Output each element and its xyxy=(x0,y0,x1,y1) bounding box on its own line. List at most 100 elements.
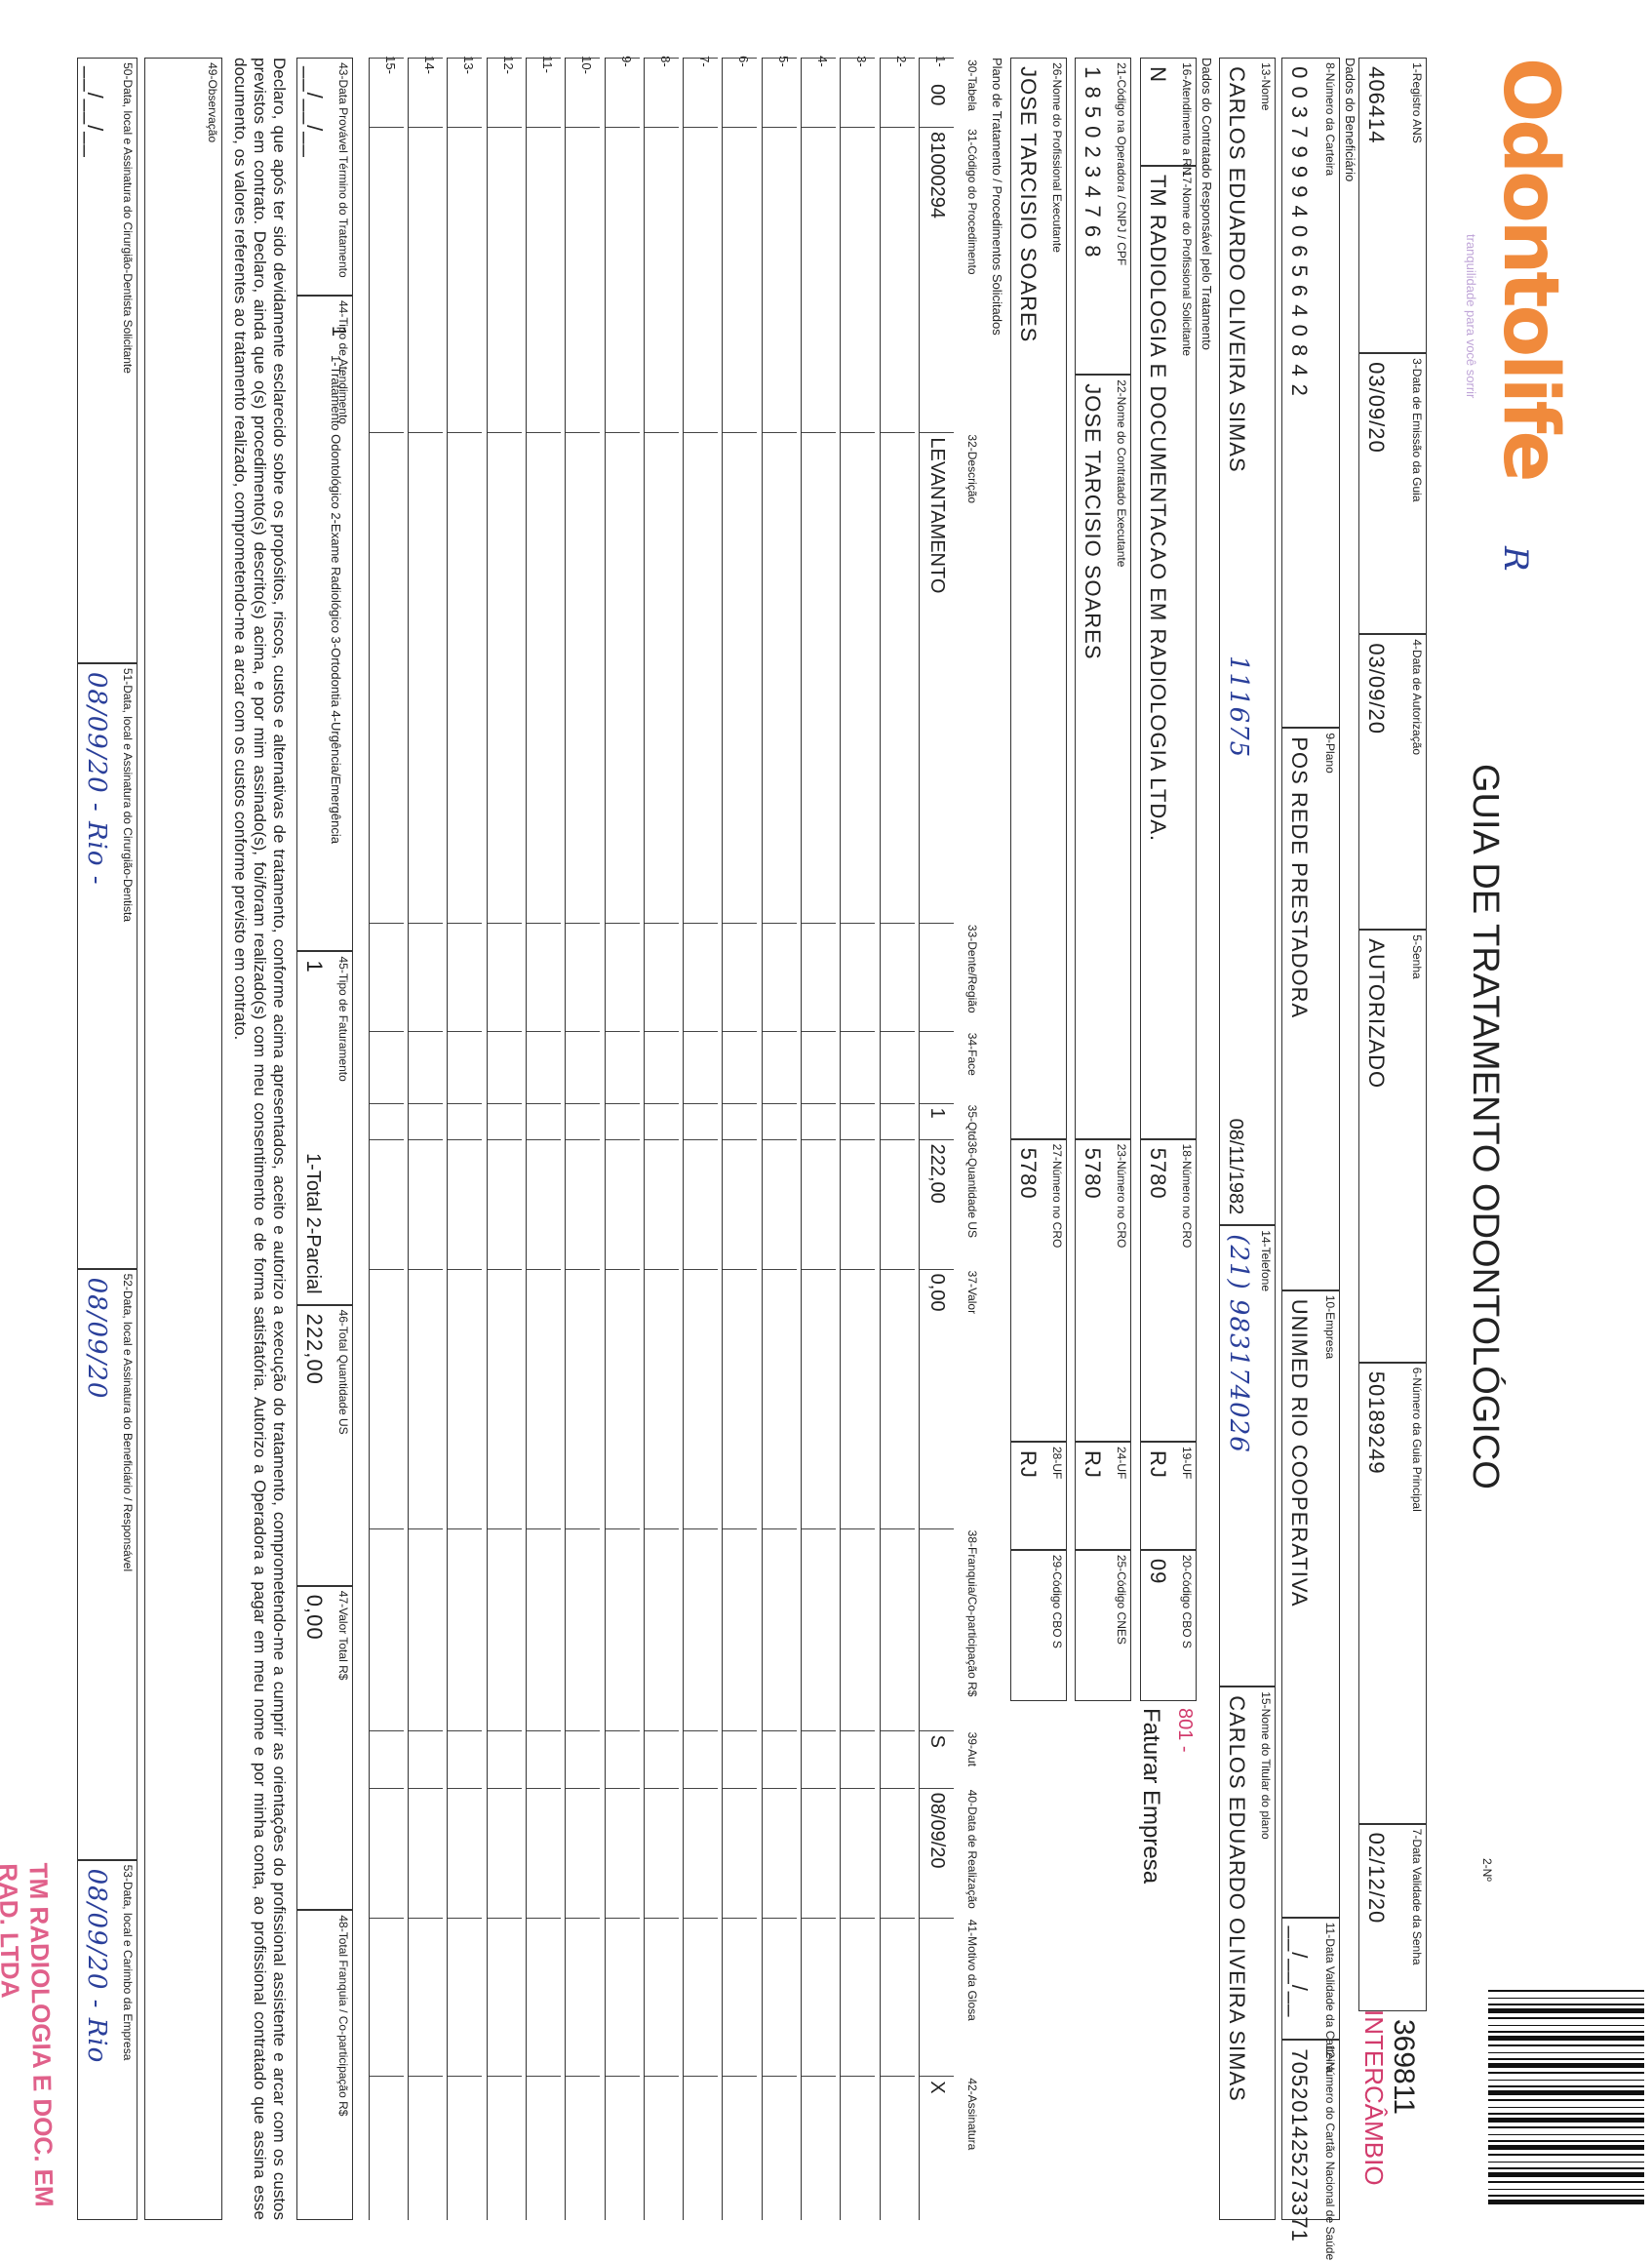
table-cell xyxy=(880,1528,915,1730)
table-cell xyxy=(369,2076,404,2221)
table-cell xyxy=(448,2076,483,2221)
field: 22-Nome do Contratado Executante JOSE TAR… xyxy=(1075,375,1131,1139)
field-value: 03/09/20 xyxy=(1364,643,1389,734)
table-cell xyxy=(880,922,915,1031)
column-header: 34-Face xyxy=(965,1032,979,1076)
field: 45-Tipo de Faturamento 1 1-Total 2-Parcial xyxy=(296,951,353,1305)
table-cell xyxy=(605,2076,640,2221)
column-header: 41-Motivo da Glosa xyxy=(965,1919,979,2021)
field-value: 0,00 xyxy=(302,1594,327,1641)
barcode-bar xyxy=(1488,2025,1644,2026)
table-cell xyxy=(605,1030,640,1103)
table-cell xyxy=(605,58,640,128)
table-cell xyxy=(762,2076,797,2221)
column-header: 36-Quantidade US xyxy=(965,1140,979,1239)
field-label: 53-Data, local e Carimbo da Empresa xyxy=(121,1864,135,2061)
table-cell xyxy=(369,1102,404,1139)
table-cell xyxy=(605,1917,640,2077)
table-cell xyxy=(644,58,679,128)
table-cell xyxy=(487,1729,522,1788)
table-cell xyxy=(409,2076,444,2221)
table-row: 2- xyxy=(879,56,915,2221)
field-value: __/__/__ xyxy=(83,66,107,158)
field-value: 5780 xyxy=(1146,1147,1170,1200)
table-cell xyxy=(566,1787,601,1918)
field: 51-Data, local e Assinatura do Cirurgião… xyxy=(77,662,138,1269)
table-cell xyxy=(684,1787,719,1918)
field: 15-Nome do Titular do plano CARLOS EDUARD… xyxy=(1219,1687,1276,2221)
table-cell: X xyxy=(920,2076,954,2221)
handwriting: 08/09/20 - Rio - xyxy=(82,671,111,886)
field-value: RJ xyxy=(1146,1450,1170,1479)
table-cell xyxy=(841,2076,876,2221)
field-label: 29-Código CBO S xyxy=(1050,1554,1064,1648)
field-value: N xyxy=(1146,66,1170,83)
field-label: 6-Número da Guia Principal xyxy=(1410,1367,1424,1512)
barcode-bar xyxy=(1488,2090,1644,2095)
table-cell xyxy=(409,922,444,1031)
field-label: 17-Nome do Profissional Solicitante xyxy=(1180,170,1194,357)
table-row: 15- xyxy=(368,56,404,2221)
table-cell xyxy=(723,1102,758,1139)
field-note: 1-Tratamento Odontológico 2-Exame Radiol… xyxy=(329,354,343,844)
table-cell xyxy=(448,1528,483,1730)
table-cell xyxy=(566,1729,601,1788)
table-cell xyxy=(487,1030,522,1103)
number-tag: INTERCÂMBIO xyxy=(1359,2009,1389,2186)
table-cell xyxy=(762,432,797,923)
field-label: 16-Atendimento a RN xyxy=(1180,62,1194,176)
section-label: Dados do Beneficiário xyxy=(1343,58,1357,182)
table-cell xyxy=(802,922,837,1031)
field: 48-Total Franquia / Co-participação R$ xyxy=(296,1910,353,2221)
table-cell xyxy=(566,1268,601,1528)
field: 24-UF RJ xyxy=(1075,1442,1131,1550)
table-cell xyxy=(841,1729,876,1788)
table-cell xyxy=(527,1917,561,2077)
field-value: CARLOS EDUARDO OLIVEIRA SIMAS xyxy=(1225,1695,1249,2102)
field-note: 08/11/1982 xyxy=(1225,1118,1246,1215)
barcode-bar xyxy=(1488,2200,1644,2204)
field-label: 23-Número no CRO xyxy=(1115,1143,1128,1249)
table-cell xyxy=(841,1787,876,1918)
table-cell xyxy=(880,1787,915,1918)
field-label: 1-Registro ANS xyxy=(1410,62,1424,143)
table-cell xyxy=(369,1787,404,1918)
table-cell: 222,00 xyxy=(920,1138,954,1269)
table-cell xyxy=(369,1030,404,1103)
barcode-bar xyxy=(1488,2085,1644,2087)
field: 25-Código CNES xyxy=(1075,1549,1131,1702)
table-cell: 0,00 xyxy=(920,1268,954,1528)
table-cell xyxy=(605,127,640,433)
table-cell xyxy=(841,922,876,1031)
table-cell xyxy=(723,1268,758,1528)
field-label: 14-Telefone xyxy=(1259,1230,1273,1292)
field-value: __/__/__ xyxy=(1287,1925,1312,2018)
table-cell xyxy=(369,432,404,923)
barcode xyxy=(1488,1990,1644,2205)
table-cell xyxy=(409,1917,444,2077)
field: 49-Observação xyxy=(144,58,222,2221)
field: 50-Data, local e Assinatura do Cirurgião… xyxy=(77,58,138,663)
field: 9-Plano POS REDE PRESTADORA xyxy=(1281,728,1340,1290)
number: 369811 xyxy=(1388,2019,1420,2115)
table-cell xyxy=(880,432,915,923)
column-header: 32-Descrição xyxy=(965,434,979,504)
field-label: 7-Data Validade da Senha xyxy=(1410,1828,1424,1965)
table-cell xyxy=(566,432,601,923)
field-value: CARLOS EDUARDO OLIVEIRA SIMAS xyxy=(1225,66,1249,473)
table-cell xyxy=(527,127,561,433)
field-label: 8-Número da Carteira xyxy=(1323,62,1337,177)
column-header: 35-Qtd xyxy=(965,1104,979,1141)
table-cell xyxy=(566,58,601,128)
table-cell xyxy=(762,1138,797,1269)
field: 16-Atendimento a RN N xyxy=(1140,58,1197,176)
table-cell xyxy=(605,1268,640,1528)
field-label: 46-Total Quantidade US xyxy=(336,1309,350,1435)
section-label: Dados do Contratado Responsável pelo Tra… xyxy=(1200,58,1214,350)
barcode-bar xyxy=(1488,2099,1644,2101)
table-row: 11- xyxy=(526,56,561,2221)
table-cell xyxy=(487,1528,522,1730)
table-cell xyxy=(684,432,719,923)
table-cell xyxy=(487,1268,522,1528)
field: 1-Registro ANS 406414 xyxy=(1358,58,1427,354)
